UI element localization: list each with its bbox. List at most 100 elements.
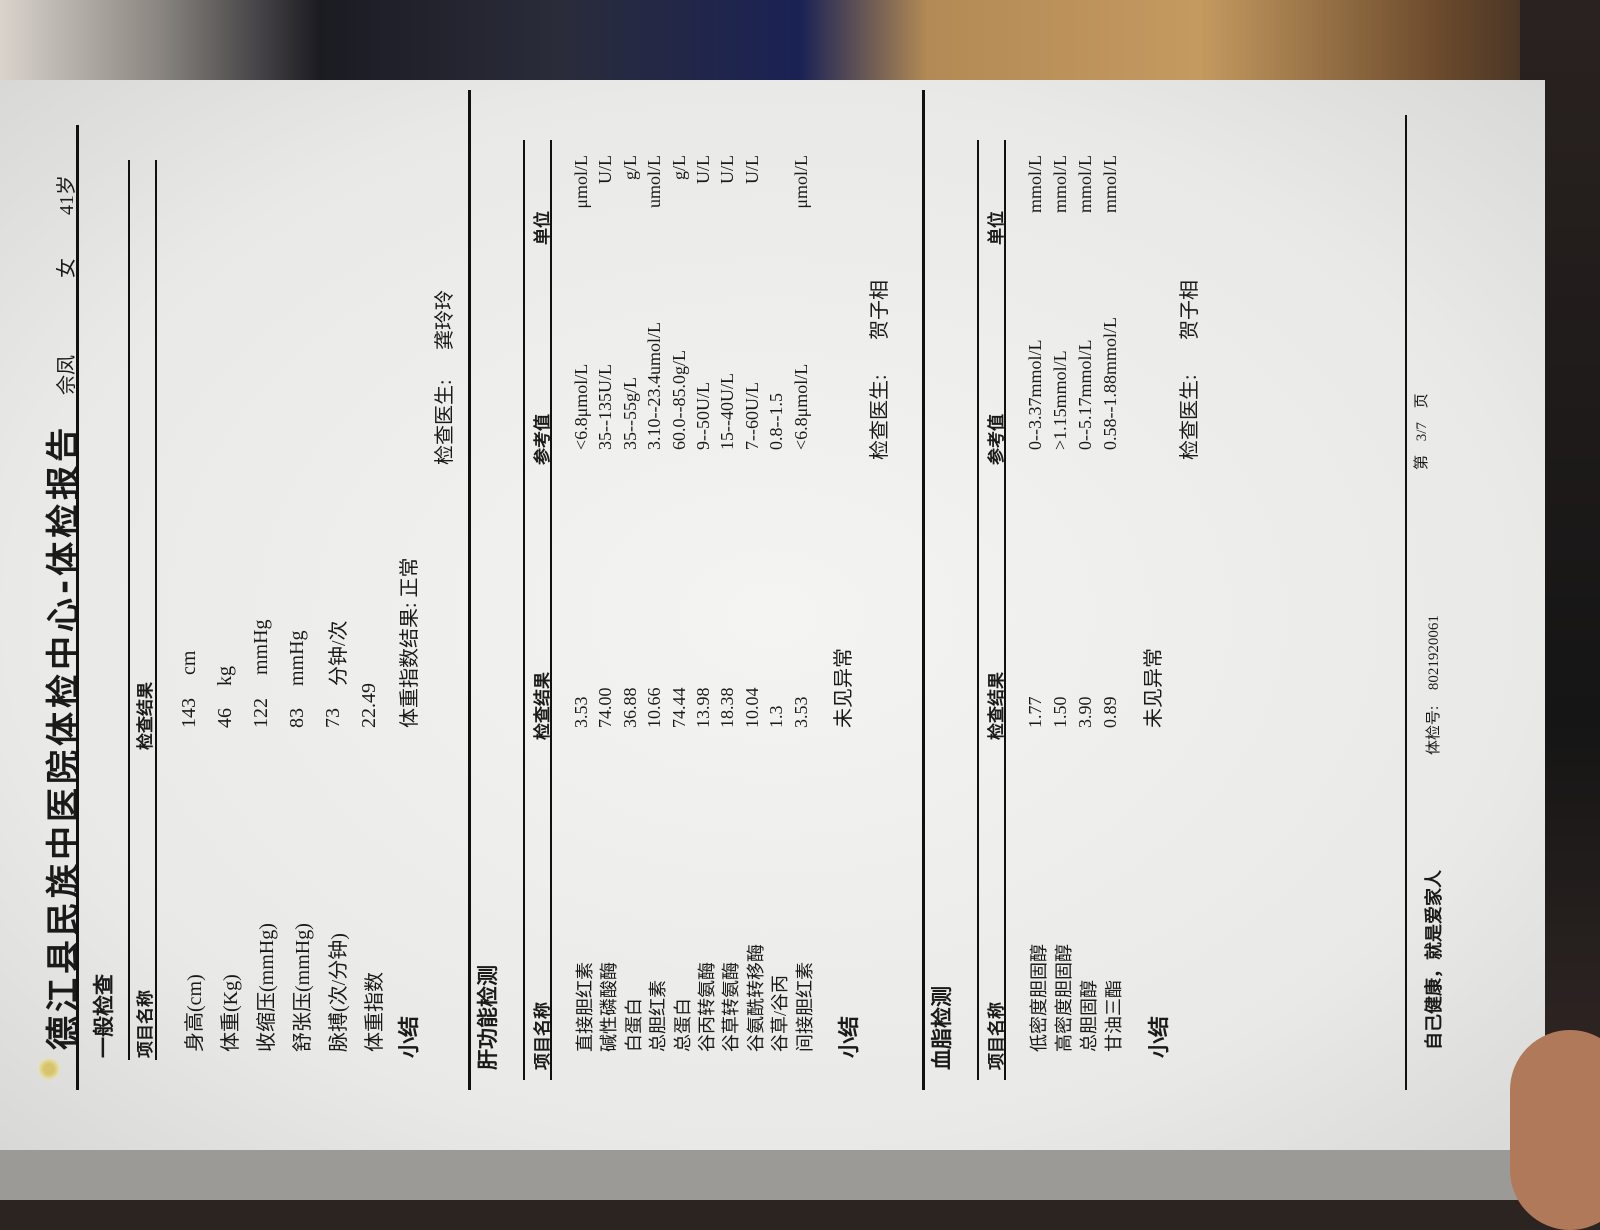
row-item-reference: 0--3.37mmol/L — [1025, 339, 1045, 451]
row-item-result: 83 — [286, 708, 308, 728]
page-number: 第 3/7 页 — [1410, 393, 1431, 470]
row-item-result: 1.77 — [1025, 696, 1045, 729]
row-item-unit: g/L — [668, 155, 689, 180]
row-item-result: 46 — [214, 708, 236, 728]
row-item-reference: 0--5.17mmol/L — [1075, 339, 1095, 451]
row-item-name: 甘油三酯 — [1104, 980, 1124, 1052]
row-item-reference: 9--50U/L — [693, 382, 713, 450]
row-item-result: 10.66 — [644, 687, 665, 729]
row-item-name: 体重(Kg) — [220, 974, 242, 1052]
header-top-line — [128, 160, 130, 1060]
row-item-name: 高密度胆固醇 — [1054, 944, 1074, 1052]
doctor-name: 贺子相 — [869, 280, 891, 340]
row-item-unit: U/L — [595, 155, 616, 184]
row-item-unit: g/L — [619, 155, 640, 180]
header-bottom-line — [155, 160, 157, 1060]
exam-number: 体检号: 8021920061 — [1422, 615, 1443, 755]
row-item-result: 10.04 — [741, 687, 762, 729]
row-item-name: 低密度胆固醇 — [1029, 944, 1049, 1052]
row-item-unit: U/L — [741, 155, 762, 184]
section-title: 一般检查 — [92, 974, 116, 1058]
summary-label: 小结 — [397, 1016, 421, 1058]
doctor-name: 贺子相 — [1179, 280, 1201, 340]
row-item-result: 1.50 — [1050, 696, 1070, 729]
patient-gender: 女 — [56, 258, 78, 278]
page-value: 3/7 — [1414, 422, 1430, 442]
row-item-unit: 分钟/次 — [328, 620, 350, 686]
row-item-reference: >1.15mmol/L — [1050, 350, 1070, 450]
row-item-reference: 7--60U/L — [741, 382, 762, 450]
doctor-label: 检查医生: — [1179, 374, 1201, 460]
row-item-unit: mmHg — [250, 619, 272, 675]
row-item-reference: 60.0--85.0g/L — [668, 350, 689, 450]
row-item-unit: cm — [178, 650, 200, 675]
row-item-result: 1.3 — [766, 705, 787, 729]
section-title: 肝功能检测 — [476, 965, 500, 1070]
row-item-reference: 0.58--1.88mmol/L — [1100, 317, 1120, 450]
header-top-line — [977, 140, 979, 1080]
row-item-unit: mmol/L — [1075, 155, 1095, 213]
doctor-label: 检查医生: — [869, 374, 891, 460]
doctor-name: 龚玲玲 — [434, 290, 456, 350]
row-item-name: 体重指数 — [364, 972, 386, 1052]
summary-text: 体重指数结果: 正常 — [399, 557, 421, 728]
section-title: 血脂检测 — [930, 986, 954, 1070]
exam-number-label: 体检号: — [1426, 705, 1442, 755]
row-item-unit: mmol/L — [1050, 155, 1070, 213]
section-divider — [468, 90, 471, 1090]
summary-label: 小结 — [1147, 1016, 1171, 1058]
thumb — [1510, 1030, 1600, 1230]
row-item-name: 身高(cm) — [184, 974, 206, 1052]
report-page: 德江县民族中医院体检中心-体检报告 佘凤 女 41岁 一般检查 项目名称 检查结果身… — [0, 80, 1545, 1150]
row-item-unit: kg — [214, 666, 236, 686]
row-item-reference: 0.8--1.5 — [766, 393, 787, 450]
row-item-name: 总胆红素 — [648, 980, 669, 1052]
exam-number-value: 8021920061 — [1426, 615, 1442, 691]
summary-text: 未见异常 — [1143, 648, 1165, 728]
header-bottom-line — [1004, 140, 1006, 1080]
row-item-result: 0.89 — [1100, 696, 1120, 729]
hospital-logo-icon — [38, 1058, 60, 1080]
row-item-result: 74.00 — [595, 687, 616, 729]
row-item-reference: 3.10--23.4umol/L — [644, 322, 665, 450]
row-item-name: 白蛋白 — [623, 998, 644, 1052]
row-item-unit: U/L — [717, 155, 738, 184]
page-prefix: 第 — [1414, 454, 1430, 470]
row-item-unit: mmol/L — [1100, 155, 1120, 213]
row-item-name: 总胆固醇 — [1079, 980, 1099, 1052]
row-item-name: 总蛋白 — [672, 998, 693, 1052]
row-item-name: 谷草转氨酶 — [721, 962, 742, 1052]
row-item-name: 谷氨酰转移酶 — [745, 944, 766, 1052]
row-item-reference: 15--40U/L — [717, 373, 738, 450]
row-item-unit: mmHg — [286, 630, 308, 686]
summary-label: 小结 — [837, 1016, 861, 1058]
row-item-name: 谷草/谷丙 — [770, 974, 791, 1052]
title-divider — [76, 125, 79, 1090]
row-item-unit: mmol/L — [1025, 155, 1045, 213]
row-item-result: 22.49 — [358, 683, 380, 728]
row-item-result: 13.98 — [693, 687, 713, 729]
footer-slogan: 自己健康，就是爱家人 — [1424, 870, 1445, 1050]
column-header-name: 项目名称 — [136, 990, 156, 1058]
page-suffix: 页 — [1414, 393, 1430, 409]
patient-name: 佘凤 — [56, 355, 78, 395]
row-item-unit: umol/L — [644, 155, 665, 208]
row-item-reference: <6.8μmol/L — [571, 363, 591, 450]
row-item-name: 碱性磷酸酶 — [599, 962, 620, 1052]
row-item-result: 122 — [250, 698, 272, 728]
row-item-name: 舒张压(mmHg) — [292, 923, 314, 1052]
row-item-name: 收缩压(mmHg) — [256, 923, 278, 1052]
row-item-name: 间接胆红素 — [794, 962, 815, 1052]
row-item-name: 直接胆红素 — [575, 962, 595, 1052]
column-header-result: 检查结果 — [136, 682, 156, 750]
row-item-result: 18.38 — [717, 687, 738, 729]
table-surface — [0, 1140, 1600, 1200]
header-bottom-line — [550, 140, 552, 1080]
patient-age: 41岁 — [56, 175, 78, 215]
row-item-unit: μmol/L — [790, 155, 811, 209]
row-item-result: 3.53 — [571, 696, 591, 729]
row-item-reference: 35--55g/L — [619, 377, 640, 450]
row-item-name: 脉搏(次/分钟) — [328, 933, 350, 1052]
row-item-result: 3.53 — [790, 696, 811, 729]
summary-text: 未见异常 — [833, 648, 855, 728]
